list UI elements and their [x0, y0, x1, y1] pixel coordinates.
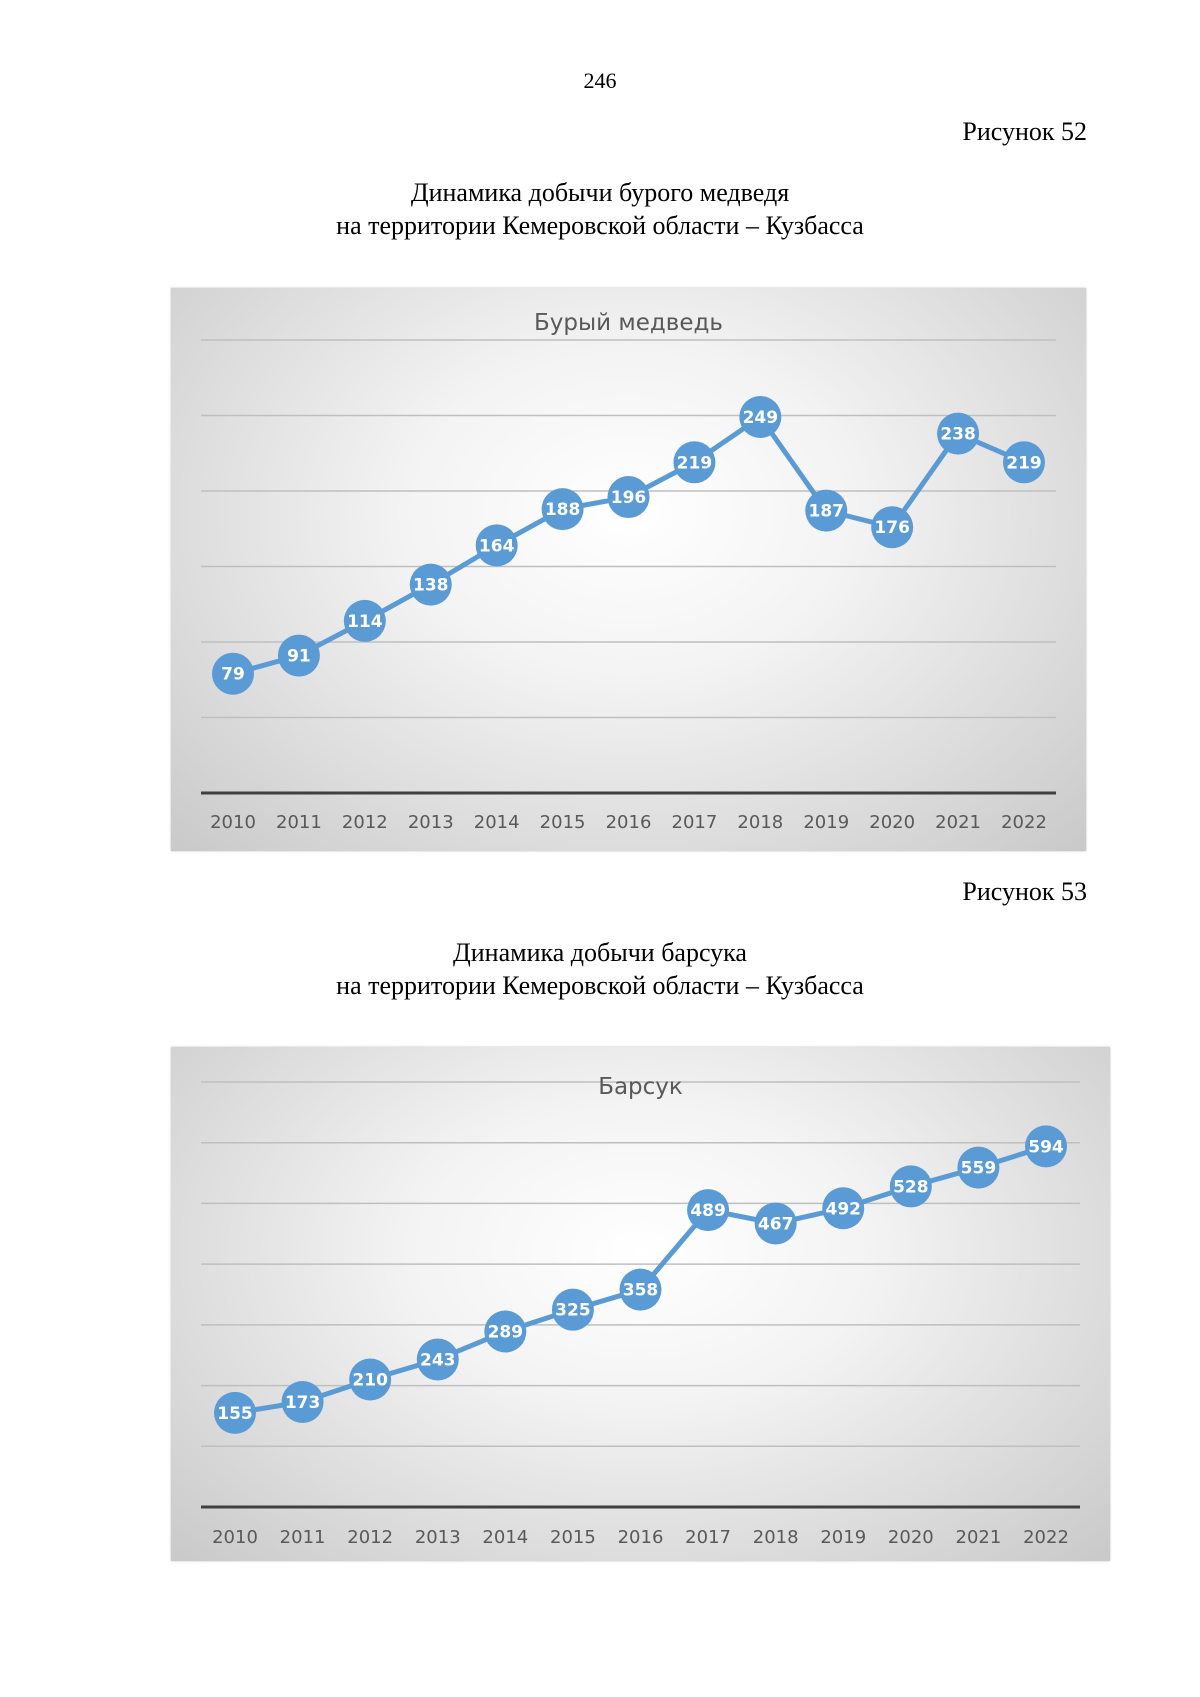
badger-data-point: [214, 1391, 256, 1434]
badger-chart-svg: Барсук 2010 2011 2012 2013 2014 2015 2016 2017 20…: [201, 1074, 1080, 1548]
brown-bear-data-label: 176: [874, 518, 910, 538]
brown-bear-data-point: [475, 524, 518, 567]
brown-bear-x-tick-label: 2012: [342, 812, 388, 833]
badger-data-label: 559: [961, 1159, 997, 1179]
brown-bear-data-point: [871, 506, 914, 549]
badger-x-tick-label: 2014: [482, 1527, 528, 1548]
figure-53-label: Рисунок 53: [962, 877, 1087, 906]
figure-53-caption-line-1: Динамика добычи барсука: [453, 938, 747, 967]
brown-bear-x-tick-label: 2013: [408, 812, 454, 833]
brown-bear-x-tick-label: 2015: [540, 812, 586, 833]
badger-data-point: [822, 1187, 865, 1230]
badger-data-point: [889, 1165, 932, 1208]
brown-bear-data-point: [673, 441, 716, 484]
brown-bear-chart: Бурый медведь 2010 2011 2012 2013 2014 2015 201…: [171, 288, 1086, 851]
badger-data-point: [416, 1338, 459, 1381]
brown-bear-data-label: 196: [611, 488, 647, 508]
badger-data-point: [754, 1202, 797, 1245]
badger-data-point: [349, 1358, 392, 1401]
figure-53-caption-line-2: на территории Кемеровской области – Кузб…: [336, 971, 864, 1000]
brown-bear-data-label: 219: [677, 453, 713, 473]
brown-bear-data-label: 164: [479, 536, 515, 556]
badger-data-point: [619, 1268, 662, 1311]
badger-data-label: 467: [758, 1214, 794, 1234]
brown-bear-x-tick-label: 2022: [1001, 812, 1047, 833]
figure-52-caption-line-1: Динамика добычи бурого медведя: [410, 178, 790, 207]
brown-bear-data-point: [739, 396, 782, 439]
badger-x-tick-label: 2018: [753, 1527, 799, 1548]
brown-bear-x-tick-label: 2019: [803, 812, 849, 833]
badger-data-label: 528: [893, 1177, 929, 1197]
badger-x-tick-label: 2016: [618, 1527, 664, 1548]
figure-52-caption: Динамика добычи бурого медведя на террит…: [0, 176, 1200, 242]
brown-bear-data-label: 219: [1006, 453, 1042, 473]
badger-data-label: 594: [1028, 1137, 1064, 1157]
badger-data-point: [1025, 1125, 1067, 1168]
badger-data-label: 210: [352, 1371, 388, 1391]
figure-53-caption: Динамика добычи барсука на территории Ке…: [0, 936, 1200, 1002]
badger-data-label: 289: [488, 1323, 524, 1343]
brown-bear-data-point: [277, 634, 320, 677]
brown-bear-x-tick-label: 2018: [737, 812, 783, 833]
badger-x-tick-label: 2011: [280, 1527, 326, 1548]
brown-bear-x-tick-label: 2020: [869, 812, 915, 833]
badger-data-point: [687, 1189, 730, 1232]
brown-bear-data-point: [212, 652, 254, 695]
brown-bear-data-label: 114: [347, 612, 383, 632]
brown-bear-data-label: 187: [809, 502, 845, 522]
badger-data-point: [281, 1380, 324, 1423]
brown-bear-data-label: 238: [940, 425, 976, 445]
brown-bear-data-label: 138: [413, 576, 449, 596]
badger-x-tick-label: 2015: [550, 1527, 596, 1548]
brown-bear-x-tick-label: 2021: [935, 812, 981, 833]
badger-x-tick-label: 2021: [956, 1527, 1002, 1548]
badger-data-point: [551, 1288, 594, 1331]
figure-52-label: Рисунок 52: [962, 117, 1087, 146]
brown-bear-data-point: [343, 599, 386, 642]
badger-data-point: [957, 1146, 1000, 1189]
badger-chart: Барсук 2010 2011 2012 2013 2014 2015 2016 2017 20…: [171, 1047, 1110, 1561]
badger-x-tick-label: 2022: [1023, 1527, 1069, 1548]
badger-x-tick-label: 2010: [212, 1527, 258, 1548]
brown-bear-data-point: [409, 563, 452, 606]
page-number: 246: [583, 68, 617, 93]
badger-data-label: 243: [420, 1350, 456, 1370]
brown-bear-chart-svg: Бурый медведь 2010 2011 2012 2013 2014 2015 201…: [201, 310, 1056, 833]
badger-data-label: 358: [623, 1281, 659, 1301]
badger-data-label: 155: [217, 1404, 253, 1424]
badger-x-tick-label: 2013: [415, 1527, 461, 1548]
brown-bear-x-tick-label: 2010: [210, 812, 256, 833]
brown-bear-data-label: 188: [545, 500, 581, 520]
figure-52-caption-line-2: на территории Кемеровской области – Кузб…: [336, 211, 864, 240]
brown-bear-data-point: [805, 489, 848, 532]
brown-bear-data-point: [1003, 441, 1045, 484]
brown-bear-x-tick-label: 2011: [276, 812, 322, 833]
badger-x-tick-label: 2019: [820, 1527, 866, 1548]
brown-bear-x-tick-label: 2014: [474, 812, 520, 833]
badger-chart-title: Барсук: [598, 1074, 683, 1100]
brown-bear-data-point: [541, 488, 584, 531]
brown-bear-x-tick-label: 2017: [672, 812, 718, 833]
badger-data-label: 325: [555, 1301, 591, 1321]
brown-bear-data-point: [937, 412, 980, 455]
brown-bear-chart-title: Бурый медведь: [534, 310, 723, 336]
badger-x-tick-label: 2020: [888, 1527, 934, 1548]
brown-bear-data-point: [607, 476, 650, 519]
badger-data-label: 173: [285, 1393, 321, 1413]
badger-x-tick-label: 2012: [347, 1527, 393, 1548]
brown-bear-data-label: 79: [221, 665, 245, 685]
brown-bear-data-label: 91: [287, 647, 311, 667]
badger-data-label: 492: [826, 1199, 862, 1219]
badger-data-point: [484, 1310, 527, 1353]
badger-data-label: 489: [690, 1201, 726, 1221]
brown-bear-data-label: 249: [743, 408, 779, 428]
badger-x-tick-label: 2017: [685, 1527, 731, 1548]
brown-bear-x-tick-label: 2016: [606, 812, 652, 833]
